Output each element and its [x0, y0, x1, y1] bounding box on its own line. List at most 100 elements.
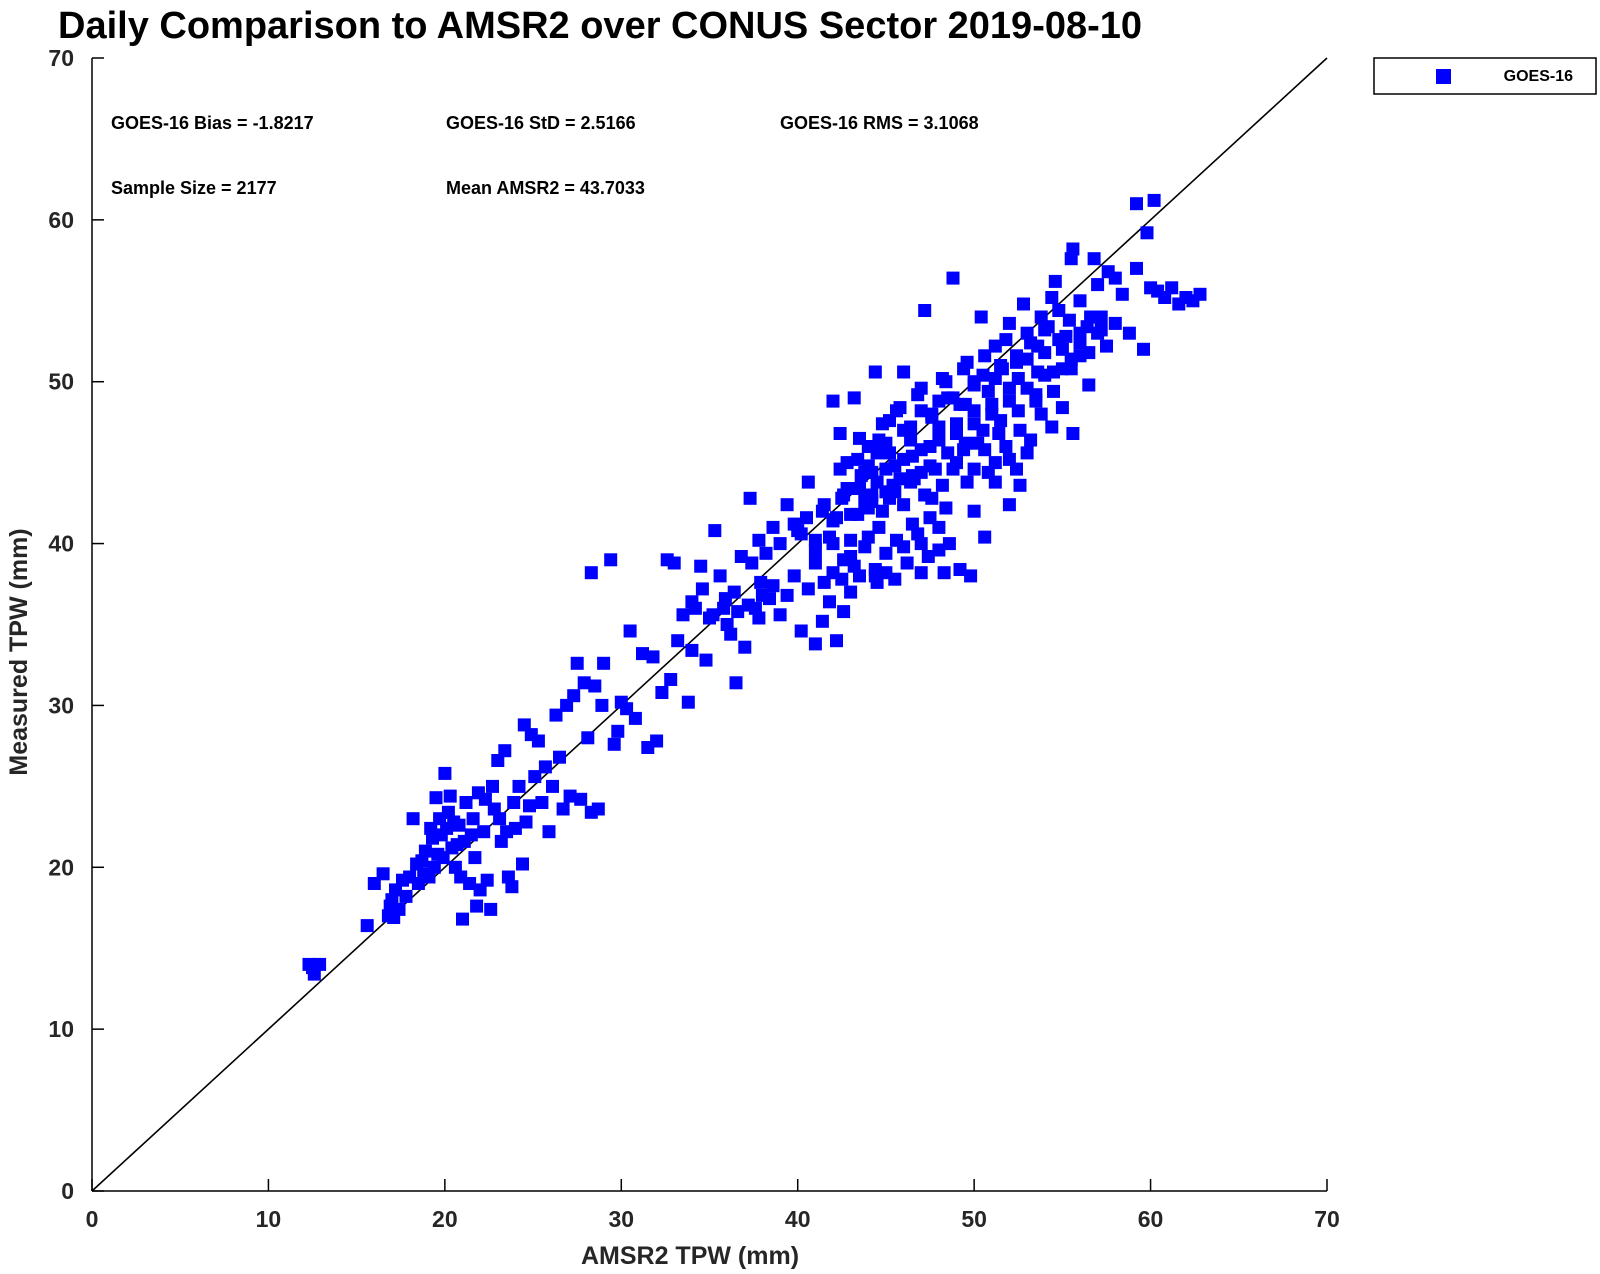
data-point [360, 919, 374, 933]
legend: GOES-16 [1373, 57, 1597, 95]
data-point [999, 333, 1013, 347]
data-point [706, 608, 720, 622]
data-point [766, 520, 780, 534]
data-point [443, 789, 457, 803]
data-point [1034, 407, 1048, 421]
data-point [1165, 281, 1179, 295]
data-point [1029, 394, 1043, 408]
data-point [840, 482, 854, 495]
data-point [464, 828, 478, 842]
data-point [994, 359, 1008, 372]
data-point [754, 575, 768, 589]
x-tick-label: 70 [1314, 1206, 1340, 1232]
data-point [577, 676, 591, 690]
data-point [844, 533, 858, 547]
data-point [976, 423, 990, 437]
data-point [574, 792, 588, 806]
data-point [1045, 291, 1059, 304]
data-point [1020, 326, 1034, 340]
data-point [851, 452, 865, 466]
data-point [925, 407, 939, 421]
data-point [964, 569, 978, 583]
data-point [914, 537, 928, 551]
data-point [1038, 368, 1052, 382]
goes16-scatter-points [302, 193, 1207, 981]
x-tick-label: 40 [785, 1206, 811, 1232]
data-point [1020, 381, 1034, 395]
data-point [914, 465, 928, 479]
stat-mean-amsr2: Mean AMSR2 = 43.7033 [446, 178, 645, 198]
data-point [734, 550, 748, 563]
data-point [676, 608, 690, 622]
data-point [978, 443, 992, 457]
x-tick-label: 50 [961, 1206, 987, 1232]
data-point [865, 465, 879, 479]
data-point [376, 867, 390, 881]
data-point [904, 475, 918, 489]
data-point [921, 550, 935, 563]
data-point [868, 365, 882, 379]
data-point [604, 553, 618, 567]
data-point [516, 857, 529, 871]
data-point [1011, 404, 1025, 418]
data-point [1010, 349, 1023, 363]
data-point [383, 899, 397, 913]
data-point [875, 504, 889, 518]
data-point [914, 566, 928, 580]
data-point [1064, 252, 1078, 266]
data-point [925, 491, 939, 505]
data-point [650, 734, 664, 748]
data-point [493, 812, 507, 826]
data-point [713, 569, 727, 583]
data-point [967, 404, 981, 418]
data-point [1087, 252, 1101, 266]
data-point [773, 537, 787, 551]
y-tick-label: 60 [48, 207, 74, 233]
data-point [685, 595, 699, 609]
data-point [480, 873, 494, 887]
data-point [429, 791, 443, 805]
data-point [456, 912, 469, 926]
y-tick-label: 10 [48, 1016, 74, 1042]
data-point [826, 514, 840, 528]
data-point [752, 533, 766, 547]
data-point [505, 880, 519, 894]
data-point [817, 498, 831, 512]
data-point [500, 825, 514, 839]
data-point [974, 310, 988, 324]
data-point [459, 796, 473, 809]
data-point [801, 475, 815, 489]
data-point [636, 647, 649, 661]
data-point [999, 440, 1013, 453]
data-point [667, 556, 681, 570]
data-point [759, 546, 773, 560]
data-point [988, 339, 1002, 353]
data-point [567, 689, 581, 703]
data-point [1031, 339, 1045, 353]
data-point [685, 643, 699, 657]
data-point [941, 446, 955, 460]
data-point [1073, 326, 1087, 340]
data-point [914, 381, 928, 395]
data-point [708, 524, 722, 538]
data-point [477, 825, 491, 839]
data-point [967, 378, 981, 392]
legend-label: GOES-16 [1504, 68, 1573, 85]
data-point [976, 368, 990, 382]
data-point [491, 754, 505, 767]
data-point [918, 304, 932, 317]
data-point [538, 760, 552, 774]
data-point [780, 498, 794, 512]
data-point [800, 511, 813, 525]
data-point [853, 569, 866, 583]
data-point [1140, 226, 1154, 240]
data-point [844, 550, 858, 563]
data-point [681, 695, 695, 709]
data-point [992, 427, 1006, 440]
data-point [897, 365, 911, 379]
data-point [486, 779, 499, 793]
data-point [1147, 193, 1161, 207]
data-point [664, 673, 678, 686]
data-point [1066, 427, 1080, 440]
data-point [808, 533, 822, 547]
